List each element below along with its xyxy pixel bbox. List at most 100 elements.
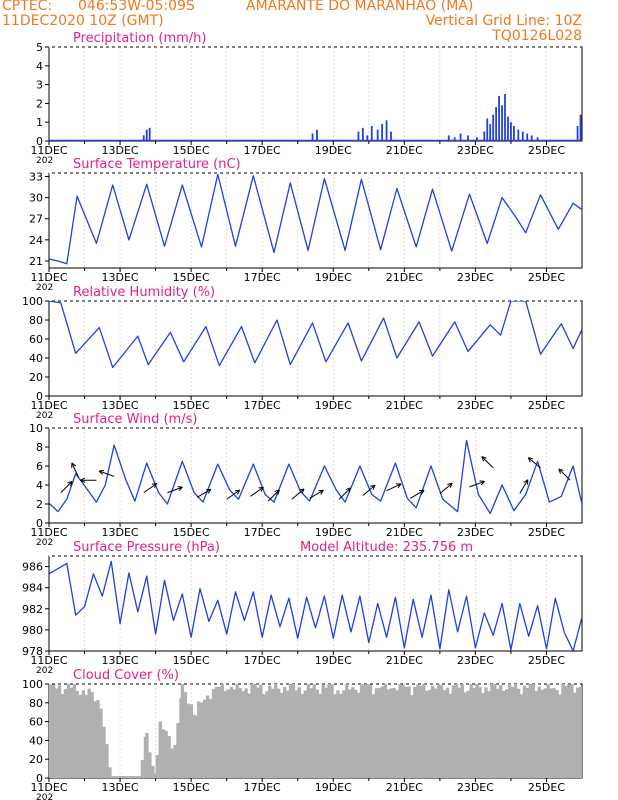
precipitation-ytick-label: 2 <box>36 97 43 110</box>
cloud-bar <box>125 776 130 778</box>
precip-bar <box>385 120 388 141</box>
precip-bar <box>357 131 360 141</box>
cloud-cover-ytick-label: 100 <box>22 678 43 691</box>
cloud-bar <box>460 684 464 778</box>
precipitation-title: Precipitation (mm/h) <box>73 31 206 46</box>
wind-ytick-label: 2 <box>36 498 43 511</box>
cloud-bar <box>472 687 476 778</box>
precip-bar <box>489 124 492 141</box>
cloud-bar <box>112 776 117 778</box>
cloud-bar <box>229 686 233 778</box>
cloud-bar <box>401 684 405 778</box>
precip-bar <box>370 125 373 141</box>
precip-bar <box>486 118 489 141</box>
temperature-marks <box>49 173 582 265</box>
precipitation-ytick-label: 1 <box>36 116 43 129</box>
cloud-cover-xtick-label: 13DEC <box>102 781 139 794</box>
pressure-year-label: 202 <box>36 666 53 676</box>
precip-bar <box>576 125 579 141</box>
cloud-bar <box>525 687 530 778</box>
cloud-bar <box>90 691 94 778</box>
cloud-bar <box>327 684 331 778</box>
cloud-bar <box>428 689 432 778</box>
cloud-bar <box>294 690 299 778</box>
cloud-bar <box>389 688 393 778</box>
temperature-title: Surface Temperature (nC) <box>73 157 241 172</box>
precip-bar <box>507 116 509 141</box>
cloud-bar <box>211 688 216 778</box>
cloud-bar <box>439 685 444 778</box>
header-source: CPTEC: <box>2 0 53 14</box>
cloud-bar <box>510 686 515 778</box>
pressure-annotation: Model Altitude: 235.756 m <box>300 540 473 555</box>
cloud-bar <box>315 689 319 778</box>
humidity-year-label: 202 <box>36 411 53 421</box>
cloud-bar <box>407 686 411 778</box>
precipitation-xtick-label: 23DEC <box>457 144 494 157</box>
header-model: TQ0126L028 <box>492 28 582 44</box>
cloud-bar <box>131 776 136 778</box>
precip-bar <box>311 133 314 141</box>
precip-bar <box>512 125 515 141</box>
cloud-bar <box>362 685 367 778</box>
cloud-bar <box>475 684 479 778</box>
cloud-bar <box>505 689 509 778</box>
cloud-bar <box>507 684 512 778</box>
wind-vector-arrow <box>469 480 485 488</box>
pressure-marks <box>49 560 582 651</box>
cloud-bar <box>383 684 387 778</box>
pressure-xtick-label: 23DEC <box>457 654 494 667</box>
cloud-bar <box>137 776 142 778</box>
wind-vector-arrow <box>291 488 305 500</box>
cloud-bar <box>567 684 571 778</box>
cloud-bar <box>404 686 408 778</box>
cloud-bar <box>81 690 85 778</box>
cloud-bar <box>442 690 447 778</box>
pressure-xtick-label: 11DEC <box>30 654 67 667</box>
precipitation-ytick-label: 3 <box>36 79 43 92</box>
humidity-title: Relative Humidity (%) <box>73 285 215 300</box>
cloud-bar <box>513 684 518 778</box>
humidity-ytick-label: 40 <box>29 352 43 365</box>
cloud-bar <box>167 736 171 778</box>
cloud-bar <box>333 694 337 778</box>
wind-vector-arrow <box>519 479 529 494</box>
cloud-bar <box>158 721 162 778</box>
cloud-bar <box>217 686 222 778</box>
wind-vector-arrow <box>439 482 453 494</box>
cloud-bar <box>419 686 423 778</box>
wind-xtick-label: 13DEC <box>102 526 139 539</box>
wind-ytick-label: 4 <box>36 479 43 492</box>
humidity-ytick-label: 60 <box>29 333 43 346</box>
pressure-ytick-label: 984 <box>22 582 43 595</box>
cloud-bar <box>306 684 310 778</box>
cloud-bar <box>392 688 396 778</box>
cloud-bar <box>84 694 88 778</box>
cloud-bar <box>194 715 198 778</box>
temperature-xtick-label: 15DEC <box>173 271 210 284</box>
humidity-series-line <box>49 301 582 369</box>
precip-bar <box>361 127 364 141</box>
cloud-bar <box>531 684 536 778</box>
cloud-bar <box>223 691 228 778</box>
cloud-bar <box>109 776 114 778</box>
temperature-ytick-label: 21 <box>29 255 43 268</box>
temperature-ytick-label: 24 <box>29 234 43 247</box>
temperature-xtick-label: 25DEC <box>528 271 565 284</box>
precip-bar <box>495 107 498 141</box>
humidity-ytick-label: 80 <box>29 314 43 327</box>
panel-humidity: 0 20 40 60 80 100 11DEC 13DEC 15DEC 17DEC 19DEC 21D… <box>22 285 583 421</box>
temperature-ytick-label: 27 <box>29 213 43 226</box>
precip-bar <box>536 137 539 141</box>
pressure-xtick-label: 19DEC <box>315 654 352 667</box>
cloud-bar <box>463 692 467 778</box>
cloud-bar <box>549 688 553 778</box>
cloud-bar <box>395 690 399 778</box>
temperature-series-line <box>49 173 582 265</box>
cloud-bar <box>321 685 325 778</box>
wind-xtick-label: 15DEC <box>173 526 210 539</box>
cloud-cover-xtick-label: 11DEC <box>30 781 67 794</box>
cloud-bar <box>220 684 225 778</box>
cloud-bar <box>247 693 251 778</box>
